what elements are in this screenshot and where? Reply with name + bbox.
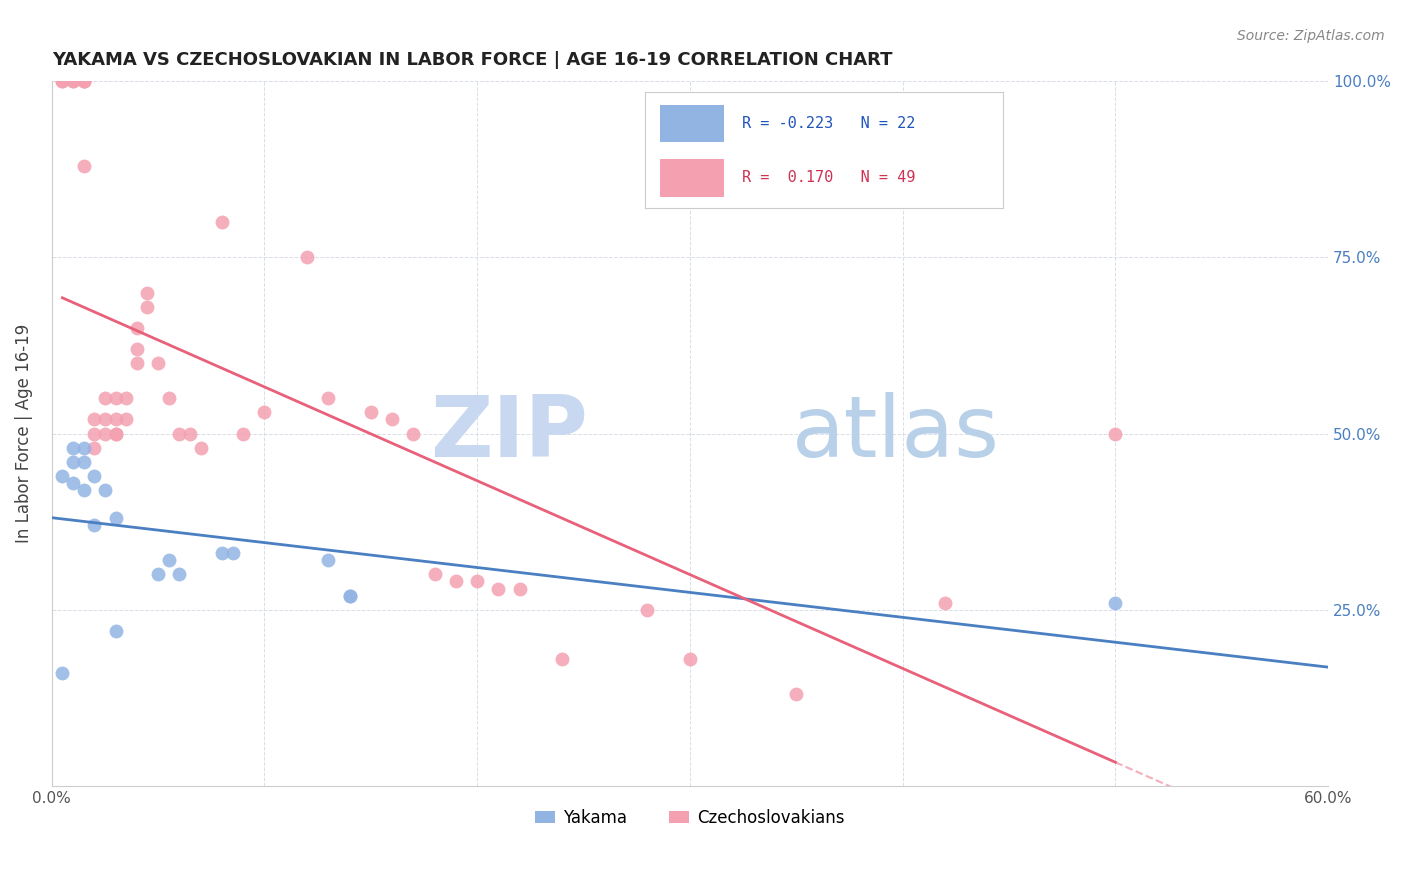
Y-axis label: In Labor Force | Age 16-19: In Labor Force | Age 16-19 — [15, 324, 32, 543]
Point — [146, 356, 169, 370]
Point — [232, 426, 254, 441]
Point — [125, 356, 148, 370]
Point — [104, 426, 127, 441]
Point — [1104, 596, 1126, 610]
Point — [51, 74, 73, 88]
Point — [83, 468, 105, 483]
Point — [73, 74, 96, 88]
Point — [94, 483, 117, 497]
Point — [125, 321, 148, 335]
Point — [136, 285, 159, 300]
Point — [51, 468, 73, 483]
Point — [551, 652, 574, 666]
Point — [636, 602, 658, 616]
Point — [83, 412, 105, 426]
Point — [73, 74, 96, 88]
Point — [104, 624, 127, 638]
Point — [62, 74, 84, 88]
Point — [179, 426, 201, 441]
Point — [62, 74, 84, 88]
Point — [104, 392, 127, 406]
Point — [316, 392, 339, 406]
Point — [211, 546, 233, 560]
Point — [73, 74, 96, 88]
Point — [444, 574, 467, 589]
Point — [157, 392, 180, 406]
Point — [211, 215, 233, 229]
Point — [316, 553, 339, 567]
Point — [157, 553, 180, 567]
Point — [339, 589, 361, 603]
Point — [785, 687, 807, 701]
Point — [51, 74, 73, 88]
Point — [146, 567, 169, 582]
Point — [169, 567, 191, 582]
Point — [509, 582, 531, 596]
Point — [62, 475, 84, 490]
Point — [125, 342, 148, 356]
Point — [115, 412, 138, 426]
Point — [488, 582, 510, 596]
Point — [73, 159, 96, 173]
Point — [423, 567, 446, 582]
Text: YAKAMA VS CZECHOSLOVAKIAN IN LABOR FORCE | AGE 16-19 CORRELATION CHART: YAKAMA VS CZECHOSLOVAKIAN IN LABOR FORCE… — [52, 51, 893, 69]
Point — [465, 574, 488, 589]
Point — [62, 441, 84, 455]
Point — [73, 455, 96, 469]
Point — [190, 441, 212, 455]
Point — [679, 652, 702, 666]
Point — [83, 441, 105, 455]
Text: Source: ZipAtlas.com: Source: ZipAtlas.com — [1237, 29, 1385, 44]
Point — [73, 483, 96, 497]
Point — [73, 441, 96, 455]
Point — [136, 300, 159, 314]
Point — [83, 518, 105, 533]
Point — [221, 546, 243, 560]
Point — [94, 412, 117, 426]
Point — [115, 392, 138, 406]
Point — [51, 666, 73, 681]
Point — [253, 405, 276, 419]
Point — [94, 392, 117, 406]
Point — [402, 426, 425, 441]
Point — [360, 405, 382, 419]
Point — [169, 426, 191, 441]
Point — [1104, 426, 1126, 441]
Text: atlas: atlas — [792, 392, 1000, 475]
Text: ZIP: ZIP — [430, 392, 588, 475]
Point — [104, 412, 127, 426]
Point — [104, 511, 127, 525]
Legend: Yakama, Czechoslovakians: Yakama, Czechoslovakians — [529, 803, 852, 834]
Point — [381, 412, 404, 426]
Point — [94, 426, 117, 441]
Point — [934, 596, 956, 610]
Point — [104, 426, 127, 441]
Point — [83, 426, 105, 441]
Point — [62, 455, 84, 469]
Point — [339, 589, 361, 603]
Point — [295, 251, 318, 265]
